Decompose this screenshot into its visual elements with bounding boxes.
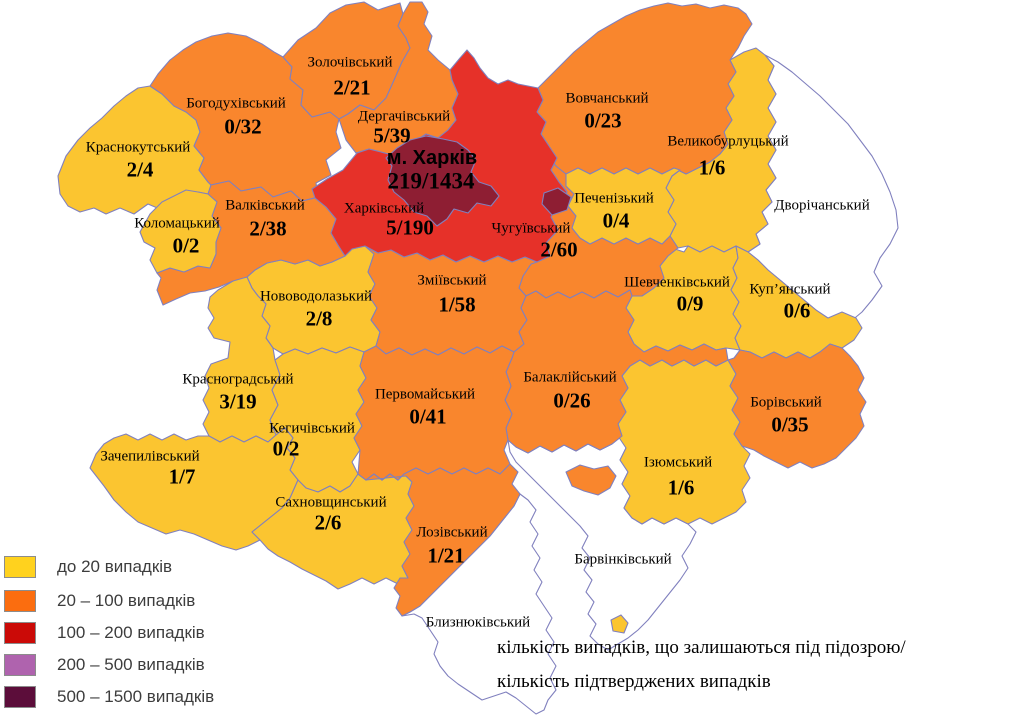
district-shape-borivskyi: [727, 343, 867, 469]
district-value-label: 0/23: [584, 108, 622, 133]
district-shape-kharkiv-city: [385, 135, 500, 227]
district-name-label: Вовчанський: [565, 90, 649, 107]
district-value-label: 0/35: [771, 412, 809, 437]
district-name-label: Великобурлуцький: [667, 133, 789, 150]
district-value-label: 1/7: [168, 464, 196, 489]
footer-note-line1: кількість випадків, що залишаються під п…: [497, 637, 906, 658]
district-value-label: 0/26: [553, 388, 591, 413]
district-shape-lozivskyi-north-lobe: [565, 464, 617, 496]
district-name-label: Богодухівський: [186, 95, 286, 112]
district-name-label: Чугуївський: [491, 220, 571, 237]
district-value-label: 2/4: [126, 157, 154, 182]
district-value-label: 3/19: [219, 389, 257, 414]
footer-note-line2: кількість підтверджених випадків: [497, 671, 771, 692]
district-name-label: Золочівський: [307, 54, 393, 71]
district-shape-lozivskyi: [365, 463, 521, 617]
district-name-label: Валківський: [225, 197, 305, 214]
district-value-label: 2/60: [540, 237, 578, 262]
district-name-label: Первомайський: [374, 386, 476, 403]
district-value-label: 0/32: [224, 114, 262, 139]
district-value-label: 2/8: [305, 306, 333, 331]
district-name-label: Близнюківський: [425, 614, 531, 631]
district-name-label: Борівський: [750, 394, 822, 411]
district-value-label: 1/21: [427, 543, 465, 568]
district-name-label: Красноградський: [182, 371, 294, 388]
district-value-label: 1/6: [667, 475, 695, 500]
district-name-label: Харківський: [343, 200, 425, 217]
district-value-label: 0/6: [783, 298, 811, 323]
district-name-label: Дергачівський: [357, 108, 451, 125]
district-shape-kharkiv-city-east-part: [541, 187, 572, 216]
district-value-label: 2/38: [249, 216, 287, 241]
district-value-label: 2/6: [314, 510, 342, 535]
district-value-label: 0/9: [676, 291, 704, 316]
district-shapes: [57, 1, 899, 715]
district-value-label: 0/2: [172, 233, 200, 258]
district-value-label: 1/58: [438, 292, 476, 317]
district-name-label: Коломацький: [134, 215, 220, 232]
district-value-label: 219/1434: [387, 168, 475, 194]
district-name-label: Лозівський: [416, 524, 488, 541]
district-name-label: Куп’янський: [749, 281, 831, 298]
district-name-label: Зміївський: [417, 272, 487, 289]
district-name-label: Нововодолазький: [259, 288, 373, 305]
district-name-label: Зачепилівський: [100, 448, 200, 465]
district-name-label: Балаклійський: [523, 369, 617, 386]
district-value-label: 0/4: [602, 208, 630, 233]
district-shape-pechenizkyi: [565, 167, 681, 245]
district-shape-zachepylivskyi: [89, 427, 299, 551]
district-name-label: Сахновщинський: [275, 494, 387, 511]
district-name-label: Барвінківський: [574, 551, 672, 568]
district-name-label: Кегичівський: [269, 420, 355, 437]
district-value-label: 5/39: [373, 123, 411, 148]
district-value-label: 5/190: [386, 215, 434, 240]
district-name-label: Печенізький: [574, 190, 654, 207]
district-value-label: 1/6: [698, 155, 726, 180]
district-name-label: Краснокутський: [85, 139, 191, 156]
district-value-label: 0/2: [272, 436, 300, 461]
district-shape-kolomatskyi: [139, 189, 222, 274]
district-name-label: м. Харків: [386, 147, 478, 169]
district-value-label: 2/21: [333, 75, 371, 100]
district-value-label: 0/41: [409, 404, 447, 429]
district-name-label: Дворічанський: [774, 197, 870, 214]
district-name-label: Шевченківський: [624, 274, 730, 291]
district-shape-iziumskyi-exclave: [610, 614, 629, 634]
district-name-label: Ізюмський: [643, 454, 713, 471]
